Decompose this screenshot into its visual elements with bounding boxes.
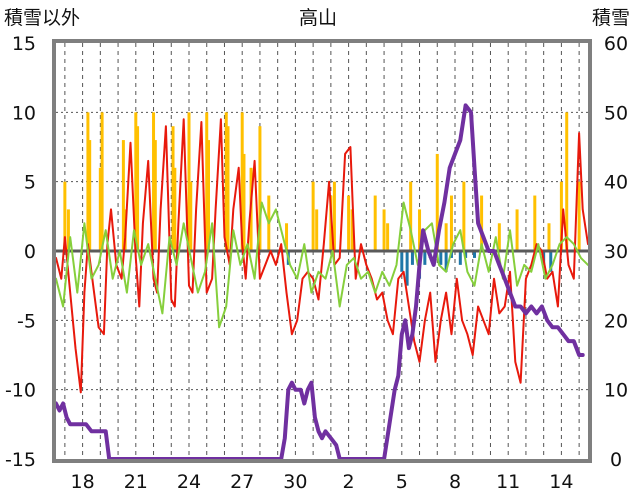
sunshine-bar [373,195,377,251]
sunshine-bar [577,181,581,251]
precip-bar [405,251,409,286]
chart-title: 高山 [299,7,337,29]
right-tick-label: 0 [610,449,622,471]
sunshine-bar [88,140,92,251]
sunshine-bar [171,126,175,251]
sunshine-bar [100,112,104,251]
left-tick-label: -10 [5,380,36,402]
x-tick-label: 2 [343,471,355,493]
x-tick-label: 24 [177,471,201,493]
sunshine-bar [559,181,563,251]
sunshine-bar [350,209,354,251]
x-tick-label: 21 [124,471,148,493]
sunshine-bar [462,181,466,251]
sunshine-bar [449,195,453,251]
sunshine-bar [315,209,319,251]
right-tick-label: 60 [604,33,628,55]
sunshine-bar [189,181,193,251]
sunshine-bar [134,112,138,251]
left-tick-label: 10 [12,102,36,124]
precip-bar [423,251,427,265]
sunshine-bar [207,140,211,251]
left-tick-label: 5 [24,172,36,194]
sunshine-bar [242,153,246,251]
bars [63,112,581,286]
sunshine-bar [136,126,140,251]
left-tick-label: -15 [5,449,36,471]
right-tick-label: 20 [604,310,628,332]
series-line-3 [54,103,585,461]
right-tick-label: 50 [604,102,628,124]
sunshine-bar [63,181,67,251]
sunshine-bar [418,209,422,251]
left-axis-title: 積雪以外 [4,7,80,29]
sunshine-bar [86,112,90,251]
sunshine-bar [547,223,551,251]
sunshine-bar [98,167,102,251]
sunshine-bar [153,140,157,251]
sunshine-bar [565,112,569,251]
precip-bar [439,251,443,265]
sunshine-bar [347,195,351,251]
x-tick-label: 18 [71,471,95,493]
sunshine-bar [226,126,230,251]
sunshine-bar [332,181,336,251]
precip-bar [549,251,553,272]
sunshine-bar [480,195,484,251]
precip-bar [464,251,468,258]
precip-bar [473,251,477,258]
sunshine-bar [152,112,156,251]
sunshine-bar [382,209,386,251]
sunshine-bar [187,112,191,251]
right-tick-label: 30 [604,241,628,263]
sunshine-bar [533,195,537,251]
right-tick-label: 10 [604,380,628,402]
x-tick-label: 11 [496,471,520,493]
sunshine-bar [173,167,177,251]
precip-bar [444,251,448,272]
precip-bar [400,251,404,272]
sunshine-bar [258,126,262,251]
x-tick-label: 14 [549,471,573,493]
sunshine-bar [435,153,439,251]
sunshine-bar [205,112,209,251]
sunshine-bar [66,209,70,251]
x-tick-label: 5 [396,471,408,493]
x-tick-label: 30 [283,471,307,493]
precip-bar [458,251,462,265]
sunshine-bar [224,112,228,251]
left-tick-label: 0 [24,241,36,263]
plot-frame [52,39,592,463]
sunshine-bar [240,112,244,251]
right-axis-title: 積雪 [592,7,630,29]
sunshine-bar [121,140,125,251]
sunshine-bar [515,209,519,251]
left-tick-label: -5 [17,310,36,332]
left-tick-label: 15 [12,33,36,55]
x-tick-label: 27 [230,471,254,493]
right-tick-label: 40 [604,172,628,194]
series-line-2 [55,201,589,329]
sunshine-bar [386,223,390,251]
sunshine-bar [497,223,501,251]
sunshine-bar [311,181,315,251]
series-lines [54,103,589,461]
x-tick-label: 8 [449,471,461,493]
sunshine-bar [444,223,448,251]
series-line-1 [55,118,589,394]
precip-bar [410,251,414,265]
sunshine-bar [285,223,289,251]
sunshine-bar [409,181,413,251]
